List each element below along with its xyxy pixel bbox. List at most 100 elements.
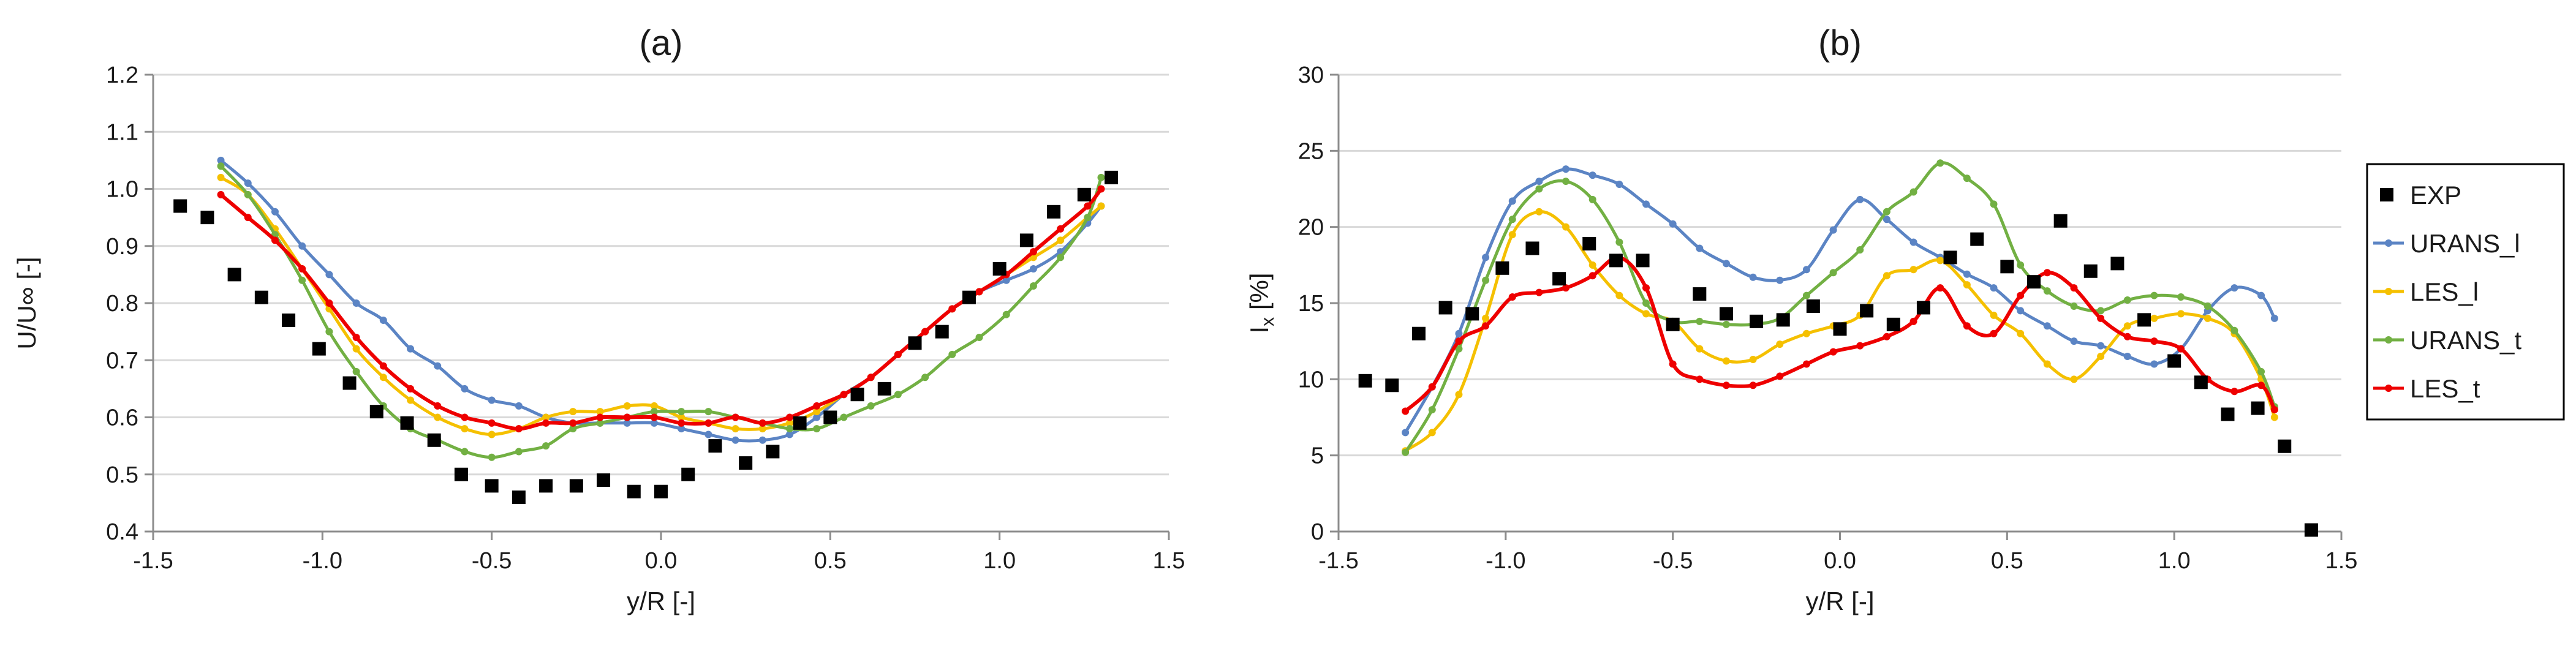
data-point — [1642, 284, 1650, 292]
data-point — [1495, 261, 1509, 275]
data-point — [1802, 360, 1810, 368]
data-point — [325, 328, 333, 336]
data-point — [217, 173, 225, 181]
series-line — [219, 187, 1103, 431]
y-axis-label: U/U∞ [-] — [12, 257, 41, 349]
data-point — [935, 325, 949, 339]
data-point — [2257, 382, 2265, 389]
data-point — [244, 190, 252, 198]
y-tick-label: 0.5 — [106, 462, 138, 488]
data-point — [434, 413, 442, 421]
data-point — [369, 405, 383, 419]
data-point — [2150, 291, 2158, 299]
data-point — [1963, 322, 1971, 330]
data-point — [542, 419, 550, 427]
data-point — [596, 413, 604, 421]
data-point — [1696, 244, 1704, 252]
data-point — [813, 425, 821, 433]
data-point — [1722, 382, 1730, 389]
data-point — [813, 413, 821, 421]
data-point — [1002, 276, 1010, 284]
data-point — [1883, 216, 1890, 224]
data-point — [217, 156, 225, 164]
series-les-t — [217, 185, 1105, 433]
x-tick-label: 1.5 — [2325, 548, 2358, 574]
data-point — [352, 333, 360, 341]
data-point — [1588, 272, 1596, 280]
data-point — [1970, 232, 1984, 246]
data-point — [2150, 314, 2158, 322]
data-point — [704, 430, 712, 438]
data-point — [867, 374, 875, 382]
data-point — [1829, 348, 1837, 356]
data-point — [1455, 391, 1463, 399]
data-point — [2304, 523, 2318, 537]
data-point — [298, 265, 306, 273]
data-point — [1105, 170, 1119, 184]
data-point — [1856, 246, 1864, 254]
data-point — [1886, 317, 1900, 331]
data-point — [1696, 317, 1704, 325]
legend-label: LES_l — [2410, 277, 2479, 306]
x-tick-label: -1.0 — [1486, 548, 1525, 574]
data-point — [1883, 333, 1890, 340]
data-point — [948, 305, 956, 313]
y-tick-label: 0.7 — [106, 348, 138, 374]
data-point — [2177, 310, 2185, 318]
data-point — [1916, 301, 1930, 315]
data-point — [2278, 439, 2292, 453]
data-point — [2123, 333, 2131, 340]
data-point — [254, 290, 268, 304]
data-point — [1482, 322, 1490, 330]
data-point — [1963, 175, 1971, 182]
data-point — [461, 425, 469, 433]
data-point — [400, 416, 414, 430]
data-point — [1097, 202, 1105, 210]
data-point — [1802, 291, 1810, 299]
data-point — [298, 276, 306, 284]
data-point — [1057, 225, 1065, 233]
series-exp — [173, 170, 1119, 505]
data-point — [2017, 329, 2025, 337]
data-point — [597, 473, 611, 487]
data-point — [461, 448, 469, 456]
data-point — [2097, 307, 2105, 315]
data-point — [434, 362, 442, 370]
data-point — [786, 425, 794, 433]
data-point — [1057, 236, 1065, 244]
data-point — [488, 453, 496, 461]
data-point — [1535, 178, 1543, 186]
data-point — [1084, 214, 1092, 222]
data-point — [766, 445, 780, 459]
data-point — [1582, 237, 1596, 251]
data-point — [2137, 313, 2151, 327]
data-point — [1097, 185, 1105, 193]
data-point — [1936, 159, 1944, 167]
data-point — [1722, 260, 1730, 268]
data-point — [1990, 284, 1998, 292]
data-point — [1402, 429, 1410, 437]
data-point — [1833, 322, 1847, 336]
data-point — [407, 385, 415, 393]
data-point — [678, 408, 686, 416]
data-point — [1776, 276, 1784, 284]
data-point — [1482, 314, 1490, 322]
data-point — [2097, 353, 2105, 361]
data-point — [485, 479, 499, 493]
data-point — [1669, 360, 1677, 368]
data-point — [1508, 216, 1516, 224]
data-point — [1411, 326, 1426, 340]
data-point — [2110, 257, 2125, 271]
data-point — [1776, 372, 1784, 380]
data-point — [813, 402, 821, 410]
series-urans-t — [1402, 159, 2278, 456]
data-point — [1002, 310, 1010, 318]
data-point — [569, 479, 583, 493]
y-tick-label: 1.0 — [106, 177, 138, 203]
data-point — [1883, 272, 1890, 280]
data-point — [708, 439, 722, 453]
data-point — [271, 208, 279, 216]
data-point — [1455, 337, 1463, 345]
data-point — [975, 333, 983, 341]
data-point — [678, 425, 686, 433]
